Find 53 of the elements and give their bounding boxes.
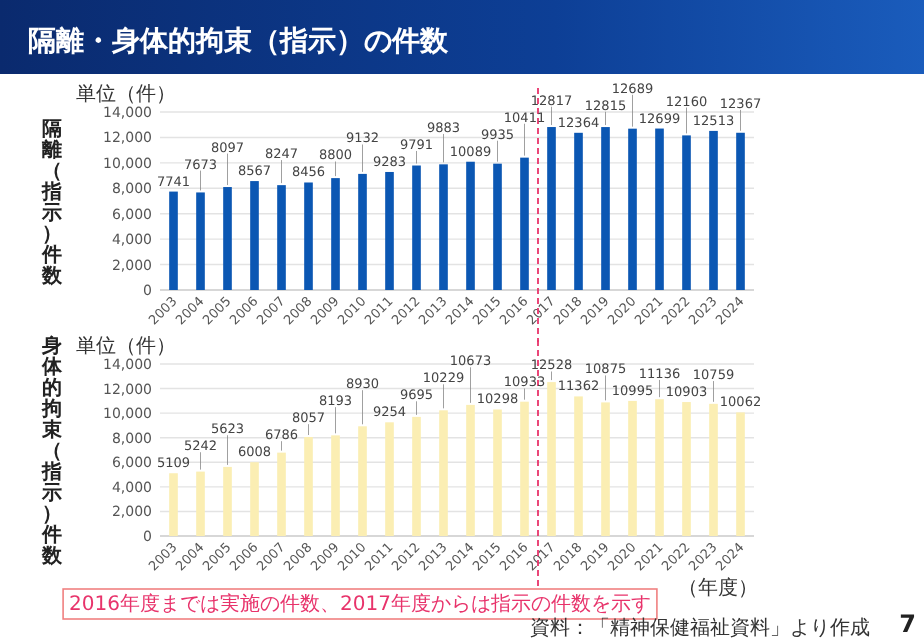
- text: 単位（件）: [76, 334, 176, 358]
- bar: [628, 128, 637, 290]
- bar: [493, 163, 502, 290]
- bar: [277, 452, 286, 536]
- bar: [736, 412, 745, 536]
- bar: [250, 181, 259, 290]
- bar: [169, 473, 178, 536]
- bar: [601, 127, 610, 290]
- bar: [169, 191, 178, 290]
- text: 7: [899, 610, 916, 638]
- bar: [277, 185, 286, 290]
- text: 2016年度までは実施の件数、2017年度からは指示の件数を示す: [69, 592, 651, 616]
- bar: [682, 135, 691, 290]
- bar: [412, 416, 421, 536]
- bar: [331, 435, 340, 536]
- bar: [736, 132, 745, 290]
- bar: [466, 161, 475, 290]
- bar: [709, 403, 718, 536]
- bar: [547, 127, 556, 290]
- bar: [520, 401, 529, 536]
- bar: [520, 157, 529, 290]
- text: 身体的拘束（指示）件数: [42, 336, 62, 568]
- text: 単位（件）: [76, 82, 176, 106]
- bar: [709, 130, 718, 290]
- bar: [574, 396, 583, 536]
- bar: [655, 399, 664, 536]
- bar: [547, 382, 556, 536]
- bar: [331, 178, 340, 290]
- bar: [655, 128, 664, 290]
- bar: [574, 132, 583, 290]
- bar: [223, 187, 232, 290]
- bar: [628, 400, 637, 536]
- bar: [439, 164, 448, 290]
- bar: [304, 437, 313, 536]
- bar: [601, 402, 610, 536]
- bar: [682, 402, 691, 536]
- bar: [223, 466, 232, 536]
- bar: [196, 471, 205, 536]
- bar: [412, 165, 421, 290]
- chart-title: 隔離・身体的拘束（指示）の件数: [28, 26, 450, 58]
- bar: [358, 173, 367, 290]
- bar: [358, 426, 367, 536]
- bar: [466, 404, 475, 536]
- y-axis-title: 隔離（指示）件数: [40, 118, 64, 288]
- bar: [250, 462, 259, 536]
- text: 資料：「精神保健福祉資料」より作成: [530, 616, 870, 640]
- bar: [385, 422, 394, 536]
- x-axis-title: （年度）: [678, 576, 758, 600]
- bar: [493, 409, 502, 536]
- bar: [304, 182, 313, 290]
- bar: [439, 410, 448, 536]
- bar: [385, 171, 394, 290]
- bar: [196, 192, 205, 290]
